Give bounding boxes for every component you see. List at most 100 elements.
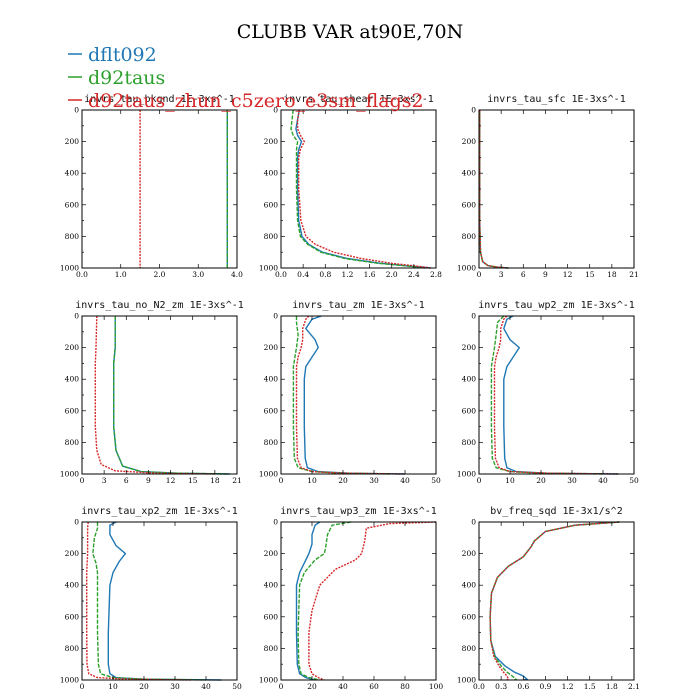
y-tick-label: 200: [65, 343, 80, 352]
x-tick-label: 15: [188, 476, 198, 485]
x-tick-label: 9: [146, 476, 151, 485]
y-tick-label: 200: [462, 137, 477, 146]
y-tick-label: 600: [65, 200, 80, 209]
x-tick-label: 0: [477, 270, 482, 279]
x-tick-label: 40: [400, 476, 410, 485]
y-tick-label: 400: [264, 169, 279, 178]
plot-frame: [478, 315, 635, 475]
y-tick-label: 0: [471, 312, 476, 321]
series-line-d92taus: [297, 521, 351, 681]
x-tick-label: 10: [307, 476, 317, 485]
plot-frame: [478, 521, 635, 681]
panel-title: invrs_tau_zm 1E-3xs^-1: [292, 300, 424, 311]
y-tick-label: 800: [65, 644, 80, 653]
plot-frame: [280, 521, 437, 681]
y-tick-label: 400: [65, 375, 80, 384]
panel-title: invrs_tau_wp2_zm 1E-3xs^-1: [478, 300, 635, 311]
y-tick-label: 400: [462, 375, 477, 384]
y-tick-label: 800: [462, 438, 477, 447]
series-line-dflt092: [112, 316, 230, 475]
x-tick-label: 21: [629, 270, 639, 279]
x-tick-label: 30: [567, 476, 577, 485]
y-tick-label: 600: [264, 406, 279, 415]
x-tick-label: 1.2: [341, 270, 353, 279]
y-tick-label: 800: [264, 232, 279, 241]
y-tick-label: 0: [273, 106, 278, 115]
x-tick-label: 18: [607, 270, 617, 279]
series-line-d92taus-zhun-c5zero-e3sm-flags2: [85, 521, 191, 681]
x-tick-label: 1.2: [562, 682, 574, 691]
x-tick-label: 2.4: [408, 270, 420, 279]
x-tick-label: 1.5: [584, 682, 596, 691]
x-tick-label: 0: [80, 682, 85, 691]
x-tick-label: 10: [505, 476, 515, 485]
x-tick-label: 21: [232, 476, 242, 485]
series-line-dflt092: [303, 315, 406, 475]
y-tick-label: 600: [462, 406, 477, 415]
y-tick-label: 600: [264, 612, 279, 621]
x-tick-label: 12: [563, 270, 573, 279]
y-tick-label: 400: [462, 581, 477, 590]
x-tick-label: 0.6: [517, 682, 529, 691]
y-tick-label: 0: [74, 518, 79, 527]
series-line-dflt092: [479, 110, 509, 269]
y-tick-label: 800: [264, 644, 279, 653]
x-tick-label: 3.0: [192, 270, 204, 279]
y-tick-label: 800: [462, 644, 477, 653]
series-line-d92taus-zhun-c5zero-e3sm-flags2: [295, 315, 406, 475]
y-tick-label: 600: [264, 200, 279, 209]
y-tick-label: 1000: [457, 264, 476, 273]
x-tick-label: 0.4: [297, 270, 309, 279]
y-tick-label: 200: [65, 137, 80, 146]
series-line-d92taus-zhun-c5zero-e3sm-flags2: [296, 109, 431, 269]
series-line-d92taus: [490, 315, 604, 475]
series-line-dflt092: [503, 315, 619, 475]
x-tick-label: 20: [307, 682, 317, 691]
y-tick-label: 1000: [259, 264, 278, 273]
y-tick-label: 800: [264, 438, 279, 447]
y-tick-label: 200: [462, 343, 477, 352]
x-tick-label: 6: [124, 476, 129, 485]
y-tick-label: 200: [462, 549, 477, 558]
x-tick-label: 20: [536, 476, 546, 485]
x-tick-label: 0.3: [495, 682, 507, 691]
y-tick-label: 0: [471, 518, 476, 527]
series-line-d92taus-zhun-c5zero-e3sm-flags2: [493, 315, 619, 475]
panel-title: invrs_tau_xp2_zm 1E-3xs^-1: [81, 506, 238, 517]
x-tick-label: 40: [338, 682, 348, 691]
series-line-d92taus: [92, 522, 207, 681]
series-line-d92taus: [112, 316, 230, 475]
y-tick-label: 600: [462, 612, 477, 621]
series-line-d92taus: [292, 316, 390, 475]
panel-title: invrs_tau_sfc 1E-3xs^-1: [487, 94, 625, 105]
series-line-dflt092: [295, 109, 431, 269]
x-tick-label: 1.8: [606, 682, 618, 691]
x-tick-label: 6: [521, 270, 526, 279]
x-tick-label: 40: [201, 682, 211, 691]
series-line-d92taus-zhun-c5zero-e3sm-flags2: [489, 521, 620, 681]
series-line-dflt092: [107, 521, 222, 681]
x-tick-label: 20: [338, 476, 348, 485]
x-tick-label: 40: [598, 476, 608, 485]
y-tick-label: 400: [264, 375, 279, 384]
figure-title: CLUBB VAR at90E,70N: [237, 21, 463, 43]
y-tick-label: 0: [471, 106, 476, 115]
series-line-d92taus-zhun-c5zero-e3sm-flags2: [308, 521, 437, 681]
x-tick-label: 2.1: [628, 682, 640, 691]
y-tick-label: 400: [65, 169, 80, 178]
x-tick-label: 3: [499, 270, 504, 279]
y-tick-label: 1000: [60, 470, 79, 479]
x-tick-label: 0: [279, 682, 284, 691]
x-tick-label: 0: [80, 476, 85, 485]
y-tick-label: 800: [65, 438, 80, 447]
y-tick-label: 0: [273, 518, 278, 527]
y-tick-label: 600: [65, 406, 80, 415]
panel-title: bv_freq_sqd 1E-3x1/s^2: [490, 506, 622, 517]
x-tick-label: 50: [232, 682, 242, 691]
